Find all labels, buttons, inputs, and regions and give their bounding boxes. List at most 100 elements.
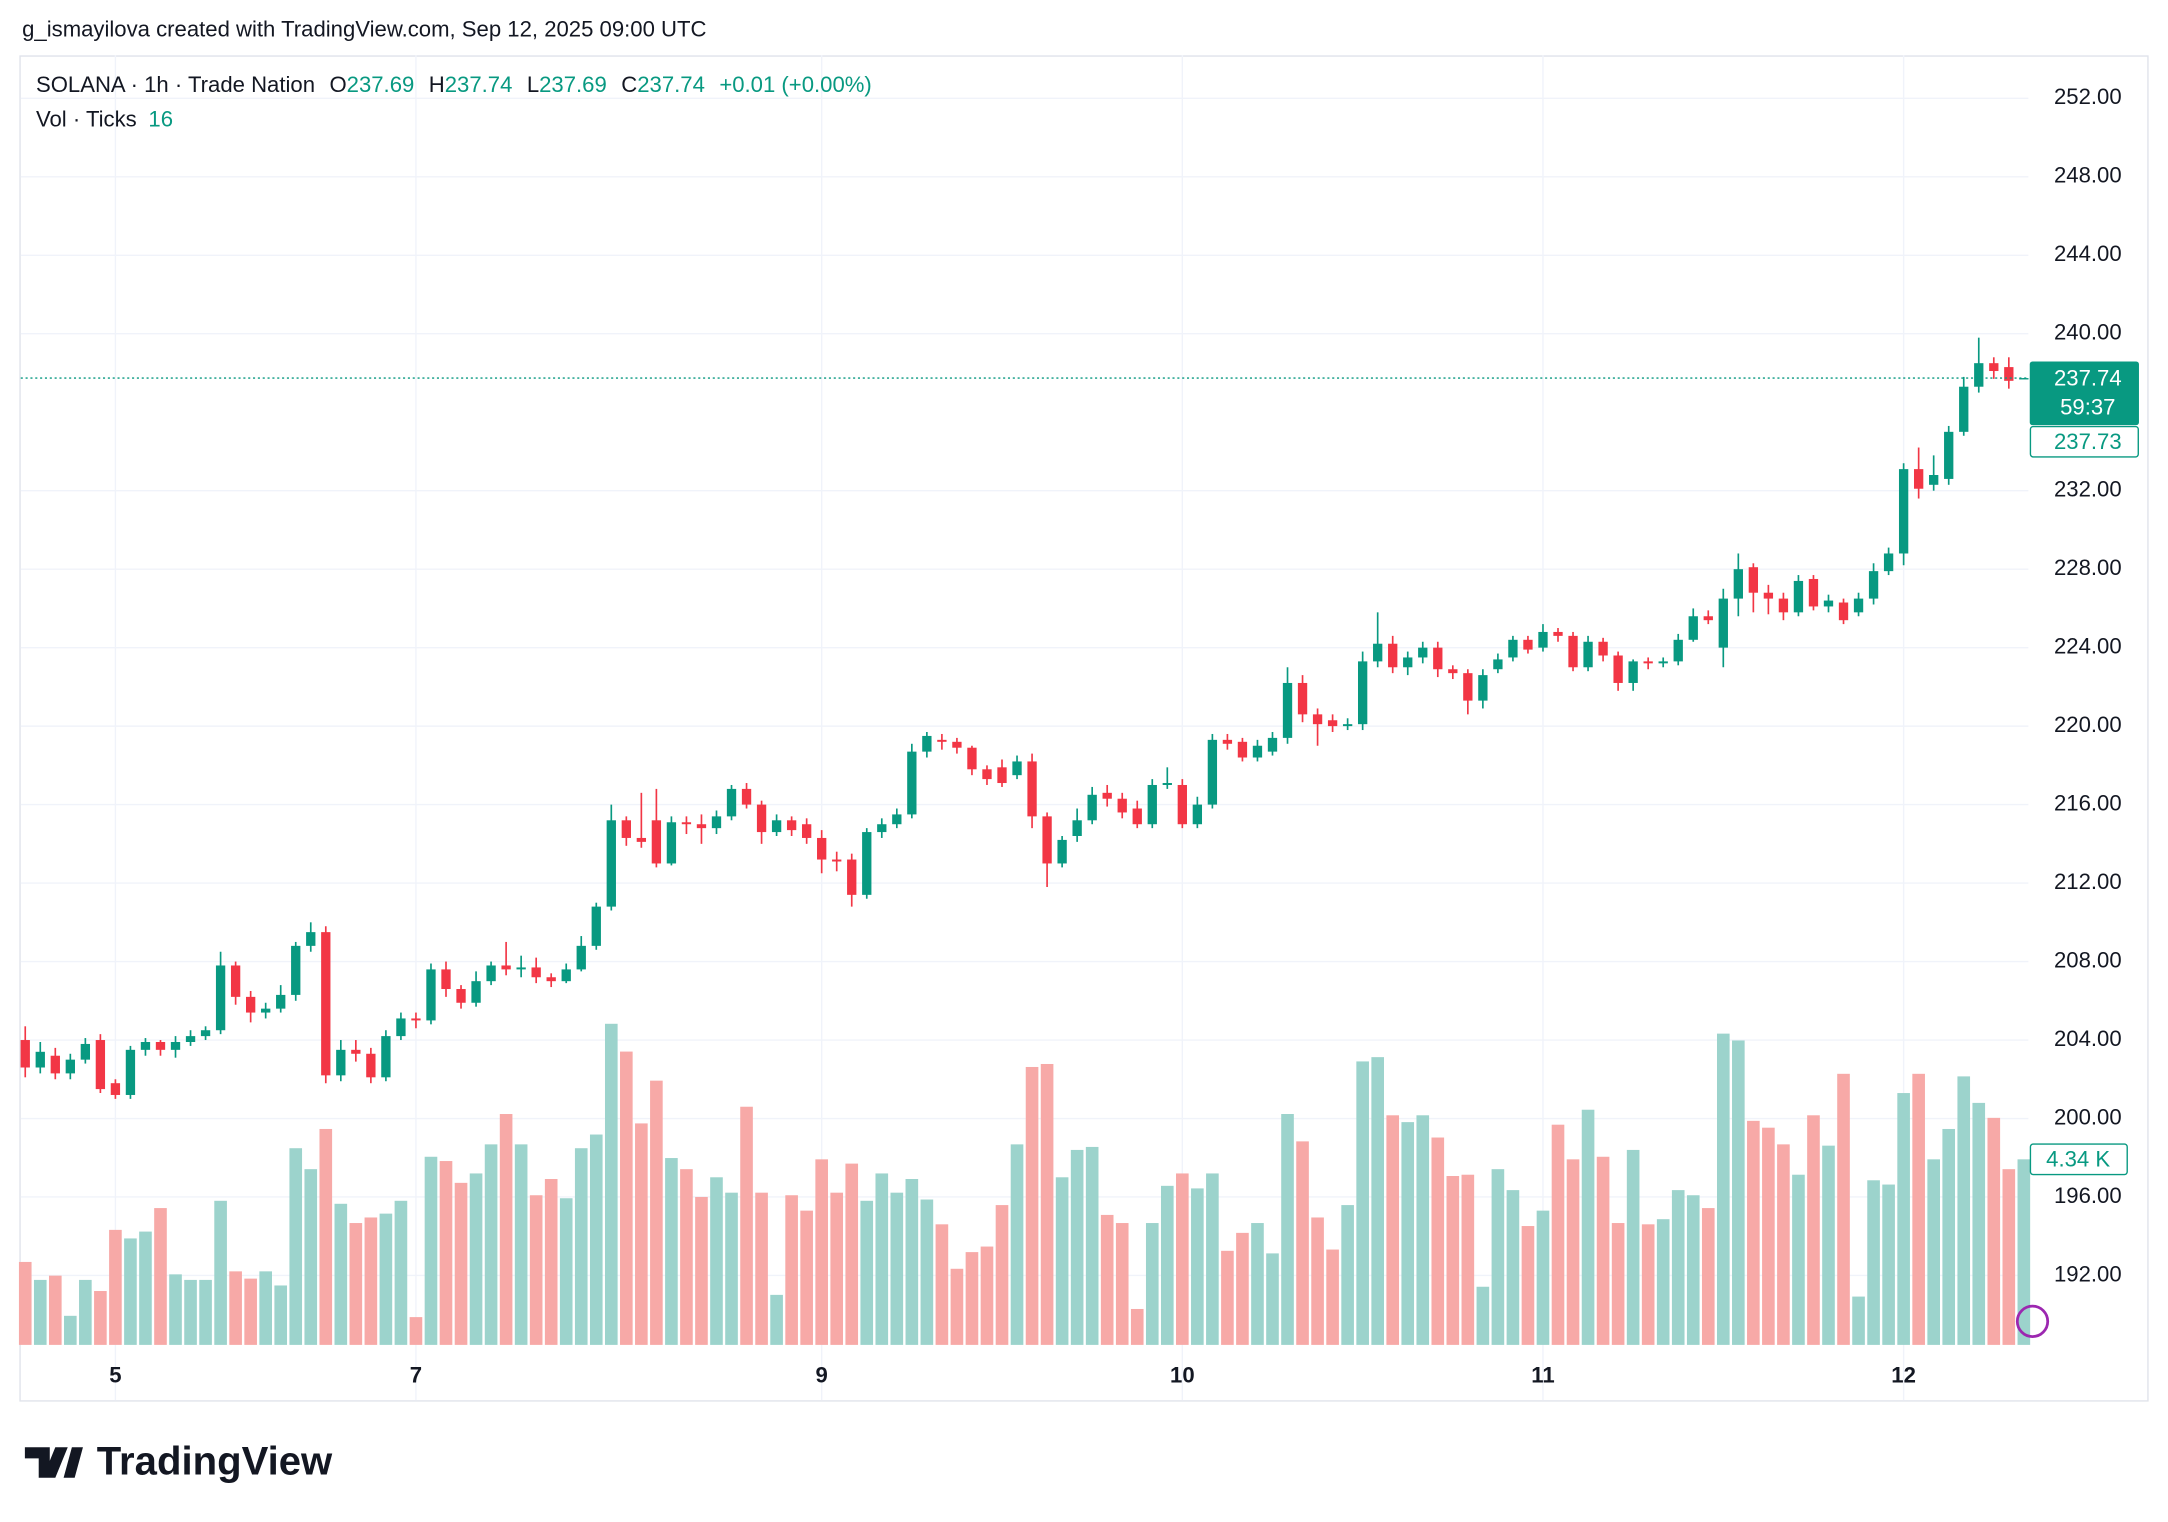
- y-tick-label: 228.00: [2054, 555, 2122, 580]
- volume-bar: [1326, 1249, 1339, 1345]
- volume-bar: [905, 1178, 919, 1345]
- candle-body: [591, 906, 601, 946]
- candle-body: [456, 989, 466, 1003]
- volume-bar: [995, 1205, 1009, 1345]
- x-tick-label: 10: [1170, 1363, 1195, 1388]
- volume-bar: [484, 1144, 498, 1345]
- candle-body: [1838, 602, 1849, 621]
- volume-bar: [1491, 1169, 1505, 1345]
- candle-body: [321, 932, 331, 1076]
- volume-bar: [665, 1158, 678, 1345]
- y-tick-label: 252.00: [2054, 84, 2122, 109]
- candle-body: [1989, 363, 1999, 372]
- volume-legend: Vol · Ticks 16: [36, 106, 173, 131]
- volume-bar: [1686, 1195, 1700, 1345]
- candle-body: [20, 1040, 30, 1068]
- candle-body: [1628, 661, 1638, 683]
- volume-bar: [2017, 1159, 2031, 1345]
- candle-body: [1147, 784, 1157, 825]
- candle-body: [1403, 657, 1413, 668]
- volume-bar: [1581, 1109, 1595, 1345]
- volume-bar: [48, 1275, 62, 1345]
- x-tick-label: 7: [410, 1363, 422, 1388]
- volume-bar: [1386, 1115, 1400, 1345]
- candle-body: [1192, 804, 1203, 825]
- candle-body: [215, 965, 226, 1031]
- volume-bar: [1626, 1149, 1640, 1345]
- candle-body: [907, 751, 917, 815]
- volume-bar: [1807, 1115, 1820, 1345]
- volume-bar: [1010, 1144, 1024, 1345]
- legend-line: SOLANA · 1h · Trade Nation O237.69 H237.…: [36, 72, 872, 97]
- candle-body: [1718, 598, 1728, 648]
- volume-bar: [635, 1123, 648, 1345]
- volume-bar: [1461, 1174, 1475, 1345]
- candle-body: [771, 820, 782, 833]
- volume-bar: [304, 1169, 318, 1345]
- volume-bar: [620, 1051, 633, 1345]
- candle-body: [1267, 737, 1278, 752]
- low-prefix: L: [527, 72, 539, 97]
- open-value: 237.69: [347, 72, 415, 97]
- candle-body: [1207, 739, 1218, 805]
- indicator-icon[interactable]: [2015, 1304, 2050, 1338]
- brand-mark: [24, 1447, 83, 1478]
- candle-body: [170, 1041, 181, 1050]
- volume-bar: [1070, 1149, 1084, 1345]
- volume-bar: [1822, 1145, 1835, 1345]
- volume-bar: [1762, 1127, 1775, 1345]
- candle-body: [892, 814, 902, 825]
- volume-bar: [860, 1200, 874, 1345]
- candle-body: [441, 969, 451, 990]
- volume-bar: [1191, 1188, 1204, 1345]
- candle-body: [155, 1041, 166, 1050]
- close-value: 237.74: [637, 72, 705, 97]
- volume-bar: [1040, 1063, 1054, 1345]
- candle-body: [1087, 794, 1097, 821]
- candle-body: [50, 1055, 60, 1074]
- volume-bar: [1521, 1226, 1535, 1345]
- candle-body: [306, 932, 316, 946]
- candle-body: [681, 822, 692, 825]
- candle-body: [381, 1036, 391, 1078]
- candle-body: [1057, 839, 1067, 864]
- volume-bar: [1296, 1141, 1309, 1345]
- volume-bar: [1311, 1217, 1324, 1345]
- volume-bar: [1130, 1308, 1144, 1345]
- x-tick-label: 9: [816, 1363, 828, 1388]
- volume-bar: [244, 1278, 257, 1345]
- candle-body: [922, 735, 932, 752]
- candle-body: [877, 824, 887, 833]
- candle-body: [426, 969, 436, 1021]
- candle-body: [1448, 669, 1458, 674]
- volume-bar: [1656, 1219, 1670, 1345]
- candle-body: [1944, 431, 1954, 479]
- volume-bar: [1897, 1093, 1910, 1345]
- volume-bar: [1882, 1184, 1895, 1345]
- volume-bar: [1551, 1124, 1565, 1345]
- volume-bar: [229, 1271, 242, 1345]
- candle-body: [1823, 600, 1834, 607]
- candle-body: [411, 1018, 421, 1021]
- volume-bar: [680, 1169, 693, 1345]
- volume-bar: [559, 1198, 573, 1345]
- volume-bar: [94, 1291, 107, 1345]
- volume-bar: [1431, 1137, 1445, 1345]
- candle-body: [2019, 378, 2029, 380]
- candle-body: [801, 824, 812, 838]
- volume-bar: [1401, 1122, 1415, 1345]
- volume-bar: [965, 1252, 979, 1345]
- volume-bar: [499, 1114, 513, 1345]
- volume-bar: [334, 1203, 348, 1345]
- candle-body: [1117, 798, 1127, 813]
- candle-body: [651, 820, 662, 864]
- candle-body: [847, 859, 857, 895]
- volume-bar: [439, 1161, 453, 1345]
- volume-bar: [1852, 1296, 1865, 1345]
- volume-bar: [710, 1177, 723, 1345]
- volume-bar: [740, 1106, 753, 1345]
- candle-body: [636, 837, 647, 842]
- volume-title: Vol · Ticks: [36, 106, 137, 131]
- x-tick-label: 12: [1891, 1363, 1916, 1388]
